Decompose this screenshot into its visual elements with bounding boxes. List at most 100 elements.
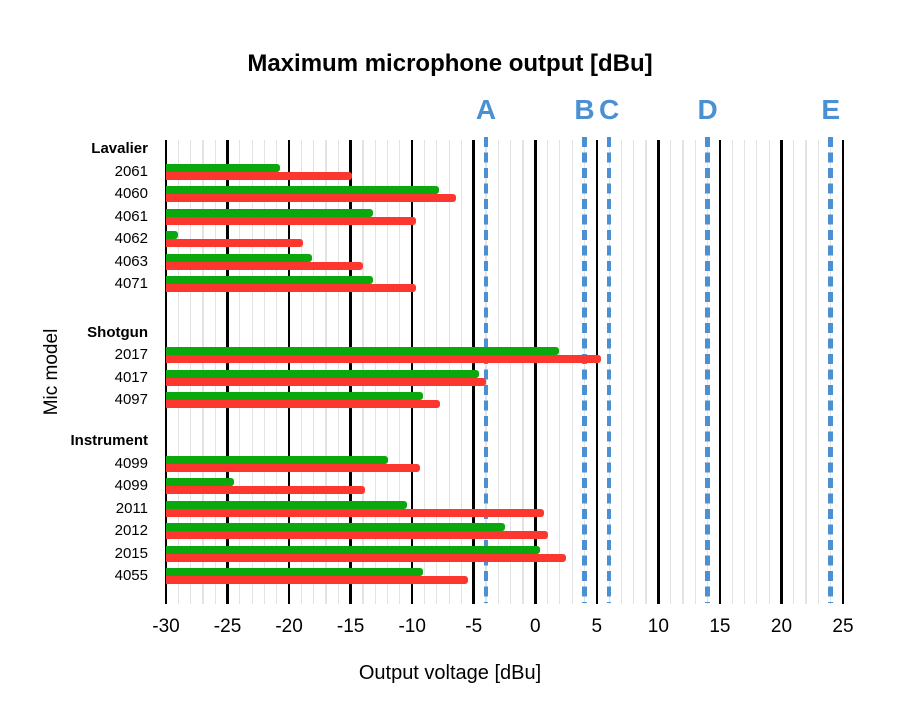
- mic-model-label: 4063: [114, 252, 148, 270]
- major-gridline: [780, 140, 783, 604]
- mic-model-label: 2061: [114, 162, 148, 180]
- bar-green: [166, 276, 373, 285]
- minor-gridline: [497, 140, 499, 604]
- mic-model-label: 4062: [114, 230, 148, 248]
- minor-gridline: [793, 140, 795, 604]
- bar-green: [166, 455, 388, 464]
- bar-green: [166, 347, 559, 356]
- bar-green: [166, 500, 408, 509]
- reference-line-E: [828, 137, 833, 603]
- bar-green: [166, 369, 479, 378]
- x-tick-label: -15: [336, 616, 365, 637]
- x-tick-label: 15: [709, 616, 731, 637]
- chart-title: Maximum microphone output [dBu]: [247, 50, 653, 77]
- reference-line-label-D: D: [697, 94, 718, 125]
- minor-gridline: [768, 140, 770, 604]
- reference-line-label-C: C: [599, 94, 620, 125]
- minor-gridline: [743, 140, 746, 604]
- bar-red: [166, 216, 416, 225]
- mic-model-label: 4060: [114, 185, 148, 203]
- minor-gridline: [620, 140, 623, 604]
- x-tick-label: 20: [770, 616, 793, 637]
- mic-model-label: 4099: [114, 454, 148, 472]
- bar-red: [166, 553, 567, 562]
- group-label: Instrument: [70, 432, 148, 450]
- major-gridline: [657, 140, 660, 604]
- reference-line-label-E: E: [821, 94, 841, 125]
- bar-red: [166, 486, 366, 495]
- reference-line-A: [483, 137, 489, 603]
- bar-green: [166, 231, 179, 240]
- minor-gridline: [756, 140, 758, 604]
- reference-line-C: [606, 137, 612, 603]
- mic-model-label: 2012: [114, 522, 148, 540]
- bar-red: [166, 508, 544, 517]
- bar-green: [166, 186, 440, 195]
- bar-green: [166, 523, 505, 532]
- mic-model-label: 2011: [115, 499, 148, 517]
- mic-model-label: 4061: [114, 207, 148, 225]
- minor-gridline: [670, 140, 672, 604]
- bar-green: [166, 568, 424, 577]
- minor-gridline: [682, 140, 684, 604]
- bar-red: [166, 194, 457, 203]
- minor-gridline: [571, 140, 573, 604]
- bar-green: [166, 208, 373, 217]
- minor-gridline: [522, 140, 524, 604]
- bar-red: [166, 400, 441, 409]
- bar-red: [166, 284, 416, 293]
- x-tick-label: -10: [398, 616, 426, 637]
- x-tick-label: -20: [275, 616, 303, 637]
- reference-line-D: [705, 137, 710, 603]
- mic-model-label: 4099: [114, 477, 148, 495]
- group-label: Lavalier: [91, 140, 148, 157]
- bar-green: [166, 163, 281, 172]
- bar-red: [166, 531, 548, 540]
- bar-green: [166, 253, 313, 262]
- bar-green: [166, 545, 541, 554]
- bar-green: [166, 478, 234, 487]
- x-tick-label: 25: [832, 616, 854, 637]
- minor-gridline: [510, 140, 512, 604]
- group-label: Shotgun: [87, 323, 148, 341]
- minor-gridline: [645, 140, 647, 604]
- mic-model-label: 4017: [114, 368, 148, 386]
- bar-red: [166, 355, 601, 364]
- bar-red: [166, 239, 303, 248]
- mic-model-label: 4055: [114, 567, 148, 585]
- reference-line-label-A: A: [475, 94, 497, 125]
- minor-gridline: [546, 140, 549, 604]
- major-gridline: [718, 140, 722, 604]
- x-tick-label: 10: [647, 616, 669, 637]
- major-gridline: [533, 140, 537, 604]
- bar-red: [166, 171, 352, 180]
- major-gridline: [595, 140, 599, 604]
- x-axis-title: Output voltage [dBu]: [358, 662, 542, 684]
- minor-gridline: [817, 140, 819, 604]
- reference-line-label-B: B: [574, 94, 595, 125]
- minor-gridline: [559, 140, 561, 604]
- x-tick-label: -5: [465, 616, 483, 637]
- x-tick-label: -25: [213, 616, 242, 637]
- reference-line-B: [582, 137, 587, 603]
- mic-model-label: 2017: [114, 346, 148, 364]
- minor-gridline: [633, 140, 635, 604]
- bar-red: [166, 576, 468, 585]
- major-gridline: [841, 140, 845, 604]
- y-axis-title: Mic model: [41, 328, 62, 416]
- x-tick-label: -30: [152, 616, 180, 637]
- minor-gridline: [805, 140, 807, 604]
- minor-gridline: [694, 140, 696, 604]
- bar-red: [166, 377, 487, 386]
- x-tick-label: 0: [529, 616, 541, 637]
- plot-area: [164, 137, 845, 604]
- mic-model-label: 4097: [114, 391, 148, 409]
- mic-model-label: 4071: [114, 275, 148, 293]
- x-tick-label: 5: [591, 616, 603, 637]
- bar-green: [166, 392, 424, 401]
- mic-model-label: 2015: [114, 544, 148, 562]
- bar-red: [166, 261, 363, 270]
- bar-red: [166, 463, 420, 472]
- minor-gridline: [731, 140, 733, 604]
